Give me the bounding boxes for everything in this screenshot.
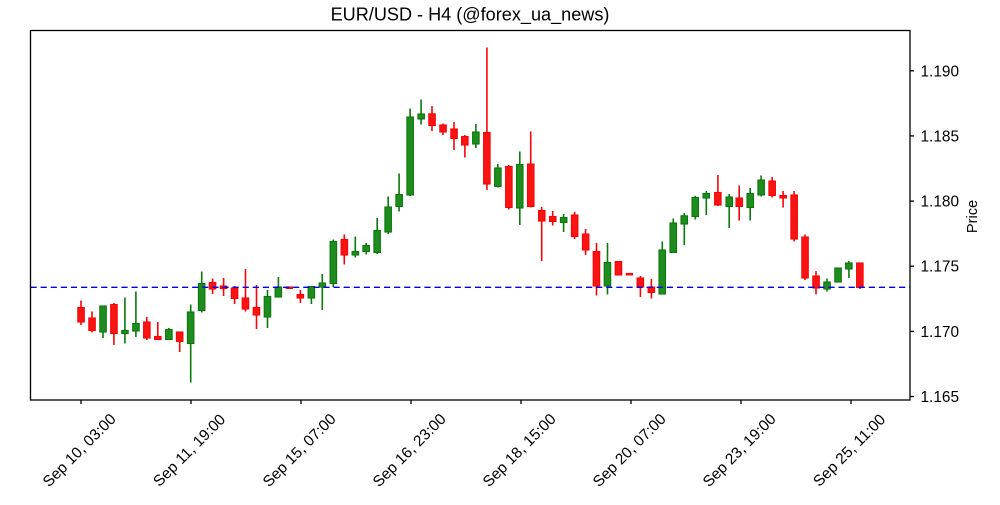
svg-text:1.170: 1.170 [921,324,960,341]
svg-text:1.175: 1.175 [921,259,960,276]
svg-text:EUR/USD - H4 (@forex_ua_news): EUR/USD - H4 (@forex_ua_news) [331,5,610,26]
svg-text:1.190: 1.190 [921,63,960,80]
svg-text:1.185: 1.185 [921,128,960,145]
svg-text:1.180: 1.180 [921,194,960,211]
svg-text:Price: Price [965,200,981,233]
svg-text:1.165: 1.165 [921,389,960,406]
